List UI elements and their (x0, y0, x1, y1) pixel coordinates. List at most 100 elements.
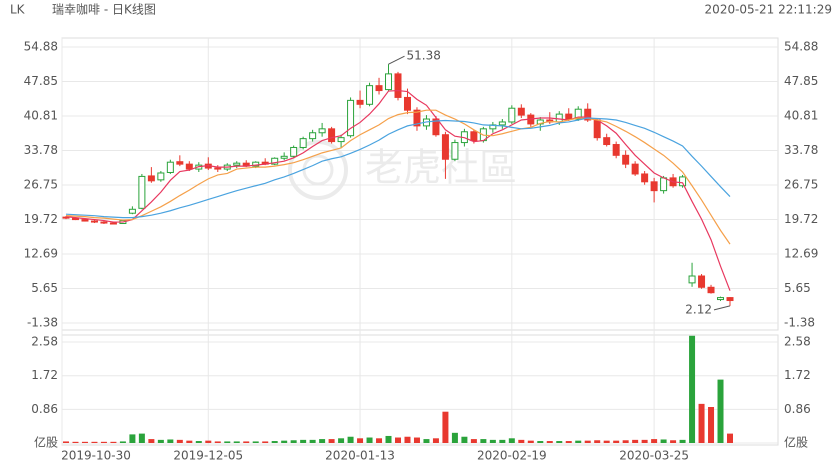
volume-bar (660, 439, 667, 443)
candle-body (603, 137, 611, 146)
watermark-logo (288, 140, 348, 200)
y-tick-label: 0.86 (31, 402, 58, 416)
watermark-logo (302, 154, 334, 186)
candle-body (451, 142, 459, 160)
symbol: LK (10, 3, 26, 17)
volume-bar (594, 440, 601, 443)
candle-body (347, 99, 355, 137)
volume-bar (205, 440, 212, 443)
watermark: 老虎社區 (288, 140, 517, 200)
timestamp: 2020-05-21 22:11:29 (705, 3, 832, 17)
y-tick-label-right: 亿股 (784, 435, 808, 450)
volume-bar (717, 379, 724, 443)
x-tick-label: 2020-03-25 (619, 449, 689, 463)
volume-frame (61, 334, 779, 446)
volume-bar (613, 440, 620, 443)
candle-body (252, 161, 260, 167)
candle-body (498, 121, 506, 126)
candle-body (394, 73, 402, 98)
candle-body (318, 128, 326, 134)
y-tick-label: 2.58 (31, 335, 58, 349)
candle-body (375, 85, 383, 92)
candle-body (100, 221, 108, 224)
y-tick-label: 19.72 (24, 212, 58, 226)
volume-bar (565, 441, 572, 443)
volume-bar (442, 411, 449, 443)
candle-body (631, 163, 639, 175)
volume-bar (651, 439, 658, 443)
volume-bar (224, 441, 231, 443)
volume-bar (195, 441, 202, 443)
candle-body (698, 275, 706, 288)
volume-bar (262, 441, 269, 443)
candle-body (299, 138, 307, 148)
y-tick-label-right: -1.38 (784, 316, 815, 330)
x-tick-label: 2019-10-30 (61, 449, 131, 463)
volume-bar (110, 441, 117, 443)
candle-body (707, 286, 715, 294)
candle-body (593, 119, 601, 139)
candle-body (185, 163, 193, 170)
volume-bar (186, 440, 193, 443)
candle-body (214, 167, 222, 170)
volume-bar (679, 439, 686, 443)
max-label: 51.38 (407, 49, 441, 63)
candle-body (290, 146, 298, 157)
volume-bar (537, 441, 544, 443)
y-tick-label-right: 40.81 (784, 109, 818, 123)
max-leader (388, 55, 405, 65)
volume-bar (556, 441, 563, 443)
y-tick-label: 12.69 (24, 246, 58, 260)
moving-average (65, 109, 731, 245)
y-tick-label-right: 33.78 (784, 143, 818, 157)
y-tick-label: 47.85 (24, 74, 58, 88)
moving-average (65, 89, 731, 291)
volume-bar (499, 439, 506, 443)
candle-body (470, 131, 478, 142)
candle-body (650, 181, 658, 192)
volume-bar (119, 441, 126, 443)
candle-body (337, 137, 345, 143)
volume-bar (641, 439, 648, 443)
candle-body (508, 107, 516, 123)
moving-average (65, 117, 731, 219)
candle-body (574, 108, 582, 120)
min-leader (713, 305, 731, 311)
volume-bar (727, 433, 733, 443)
volume-bar (527, 440, 534, 443)
volume-bar (698, 403, 705, 443)
volume-bar (357, 438, 364, 443)
volume-bar (518, 439, 525, 443)
y-tick-label: 33.78 (24, 143, 58, 157)
volume-bar (214, 441, 221, 443)
candle-body (81, 219, 89, 222)
volume-bar (81, 441, 88, 443)
volume-bar (508, 438, 515, 443)
candle-body (403, 96, 411, 111)
y-tick-label-right: 1.72 (784, 368, 811, 382)
candle-body (441, 134, 449, 160)
volume-bar (138, 433, 145, 443)
volume-bar (632, 439, 639, 443)
x-tick-label: 2020-02-19 (477, 449, 547, 463)
volume-bar (461, 436, 468, 443)
volume-bar (233, 441, 240, 443)
y-tick-label-right: 5.65 (784, 281, 811, 295)
volume-bar (451, 432, 458, 443)
candle-body (166, 161, 174, 173)
y-tick-label: -1.38 (27, 316, 58, 330)
y-tick-label: 40.81 (24, 109, 58, 123)
y-tick-label-right: 12.69 (784, 246, 818, 260)
volume-bar (290, 440, 297, 443)
candle-body (726, 297, 734, 302)
candle-body (271, 157, 279, 165)
volume-bar (100, 441, 107, 443)
candle-body (90, 220, 98, 223)
candle-body (128, 208, 136, 214)
volume-bar (347, 436, 354, 443)
candle-body (328, 128, 336, 143)
volume-bar (603, 440, 610, 443)
candle-body (385, 73, 393, 91)
candle-body (176, 161, 184, 165)
